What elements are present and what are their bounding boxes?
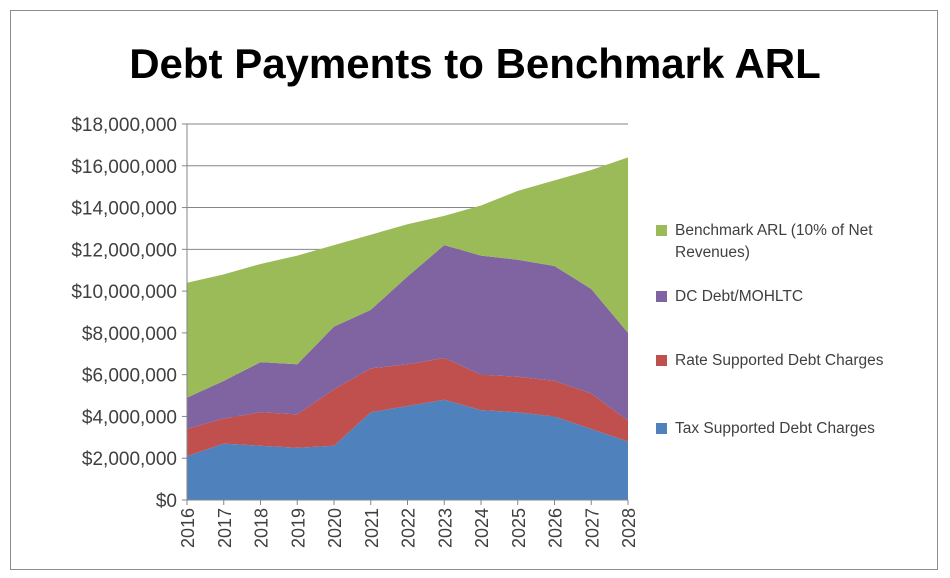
- legend-swatch-rate-supported: [656, 355, 667, 366]
- area-tax-supported-debt-charges: [187, 399, 628, 500]
- legend-label: Benchmark ARL (10% of Net Revenues): [675, 222, 873, 261]
- y-tick-label: $12,000,000: [71, 240, 177, 261]
- y-tick-label: $2,000,000: [82, 449, 177, 470]
- y-tick-labels: $0 $2,000,000 $4,000,000 $6,000,000 $8,000,0…: [71, 115, 177, 512]
- x-tick-label: 2027: [582, 508, 602, 548]
- y-tick-label: $18,000,000: [71, 115, 177, 136]
- y-tick-label: $0: [156, 491, 177, 512]
- legend-label: DC Debt/MOHLTC: [675, 288, 804, 305]
- x-tick-label: 2024: [472, 508, 492, 548]
- legend-item-benchmark-arl: Benchmark ARL (10% of Net Revenues): [656, 220, 940, 264]
- x-tick-label: 2028: [619, 508, 639, 548]
- y-tick-label: $6,000,000: [82, 366, 177, 387]
- area-dc-debt-mohltc: [187, 245, 628, 429]
- x-tick-label: 2018: [252, 508, 272, 548]
- legend-label: Rate Supported Debt Charges: [675, 352, 884, 369]
- area-rate-supported-debt-charges: [187, 357, 628, 457]
- area-benchmark-arl-10-of-net-revenues: [187, 157, 628, 398]
- series-areas: [187, 157, 628, 500]
- y-tick-label: $16,000,000: [71, 157, 177, 178]
- legend-label: Tax Supported Debt Charges: [675, 420, 875, 437]
- y-tick-label: $8,000,000: [82, 324, 177, 345]
- legend-item-dc-debt: DC Debt/MOHLTC: [656, 286, 940, 308]
- legend-swatch-tax-supported: [656, 423, 667, 434]
- legend: Benchmark ARL (10% of Net Revenues) DC D…: [656, 0, 946, 578]
- y-tick-label: $4,000,000: [82, 407, 177, 428]
- legend-swatch-benchmark-arl: [656, 225, 667, 236]
- x-tick-label: 2016: [178, 508, 198, 548]
- x-tick-label: 2023: [435, 508, 455, 548]
- x-tick-label: 2020: [325, 508, 345, 548]
- legend-item-tax-supported: Tax Supported Debt Charges: [656, 418, 940, 440]
- legend-item-rate-supported: Rate Supported Debt Charges: [656, 350, 940, 372]
- chart-title: Debt Payments to Benchmark ARL: [129, 40, 821, 87]
- x-tick-label: 2022: [399, 508, 419, 548]
- x-tick-label: 2026: [546, 508, 566, 548]
- x-tick-label: 2025: [509, 508, 529, 548]
- y-tick-label: $10,000,000: [71, 282, 177, 303]
- x-tick-label: 2019: [288, 508, 308, 548]
- legend-swatch-dc-debt: [656, 291, 667, 302]
- x-tick-label: 2021: [362, 508, 382, 548]
- x-tick-labels: 2016 2017 2018 2019 2020 2021 2022 2023 2024 2025…: [178, 508, 639, 548]
- axes: [182, 123, 629, 505]
- y-tick-label: $14,000,000: [71, 199, 177, 220]
- x-tick-label: 2017: [215, 508, 235, 548]
